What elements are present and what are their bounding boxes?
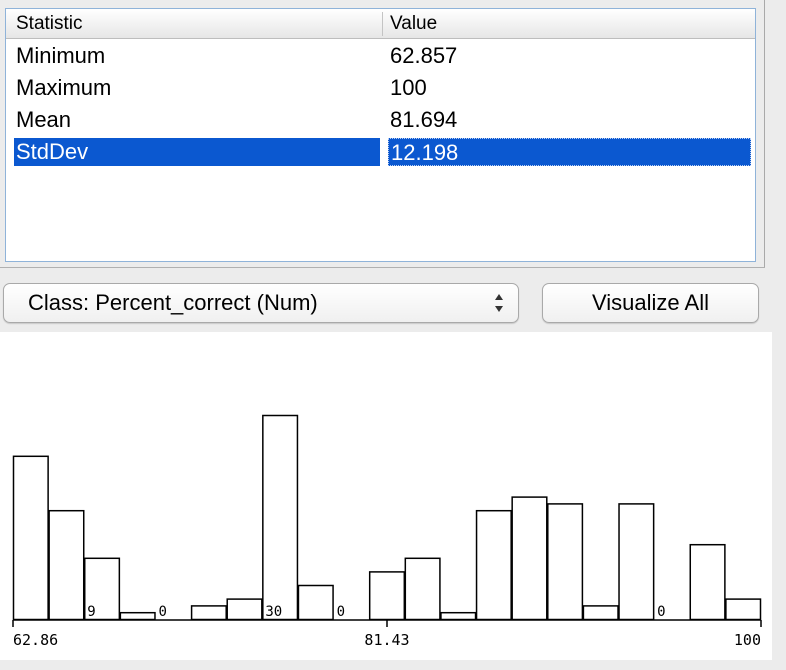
statistic-cell: StdDev: [14, 138, 380, 166]
bar-count-label: 0: [657, 604, 665, 620]
bar-count-label: 0: [337, 604, 345, 620]
statistic-cell: Maximum: [16, 75, 112, 100]
histogram-bar: [725, 598, 762, 621]
histogram-bar: [618, 503, 655, 621]
table-row[interactable]: Maximum 100: [6, 74, 755, 106]
x-tick-label: 81.43: [364, 631, 409, 649]
panel-divider: [0, 267, 765, 268]
histogram-bar: [547, 503, 584, 621]
statistic-cell: Minimum: [16, 43, 106, 68]
column-header-value[interactable]: Value: [390, 13, 438, 34]
x-tick-label: 62.86: [13, 631, 58, 649]
histogram-bar: [226, 598, 263, 621]
column-header-statistic[interactable]: Statistic: [16, 13, 83, 34]
bar-count-label: 30: [265, 604, 282, 620]
class-select-value: Class: Percent_correct (Num): [28, 290, 318, 315]
x-tick-label: 100: [734, 631, 761, 649]
panel-divider: [764, 0, 765, 268]
column-divider[interactable]: [382, 12, 383, 36]
table-row-selected[interactable]: StdDev 12.198: [6, 138, 755, 170]
value-cell: 81.694: [390, 107, 458, 132]
histogram-bar: [475, 509, 512, 621]
histogram-chart[interactable]: 9 0 30 0 0 62.86 81.43 100: [0, 332, 772, 660]
updown-arrows-icon: [495, 294, 503, 312]
histogram-bar: [48, 509, 85, 621]
statistic-cell: Mean: [16, 107, 72, 132]
histogram-bar: [440, 611, 477, 621]
window-bottom: [0, 660, 786, 670]
histogram-bar: [262, 414, 299, 621]
table-header: Statistic Value: [6, 9, 755, 39]
visualize-all-button[interactable]: Visualize All: [542, 283, 759, 323]
class-select[interactable]: Class: Percent_correct (Num): [3, 283, 519, 323]
histogram-bar: [689, 543, 726, 621]
table-row[interactable]: Minimum 62.857: [6, 42, 755, 74]
bar-count-label: 0: [158, 604, 166, 620]
statistics-table[interactable]: Statistic Value Minimum 62.857 Maximum 1…: [5, 8, 756, 262]
value-cell: 62.857: [390, 43, 458, 68]
value-cell: 100: [390, 75, 427, 100]
histogram-bar: [190, 605, 227, 621]
table-row[interactable]: Mean 81.694: [6, 106, 755, 138]
histogram-bar: [582, 605, 619, 621]
histogram-bar: [119, 611, 156, 621]
value-cell: 12.198: [388, 138, 751, 166]
histogram-bar: [404, 557, 441, 621]
histogram-bar: [511, 496, 548, 621]
histogram-bar: [12, 455, 49, 621]
histogram-bar: [297, 584, 334, 621]
histogram-svg: 9 0 30 0 0 62.86 81.43 100: [12, 414, 762, 649]
bar-count-label: 9: [87, 604, 95, 620]
histogram-bar: [83, 557, 121, 621]
histogram-bar: [368, 571, 406, 621]
